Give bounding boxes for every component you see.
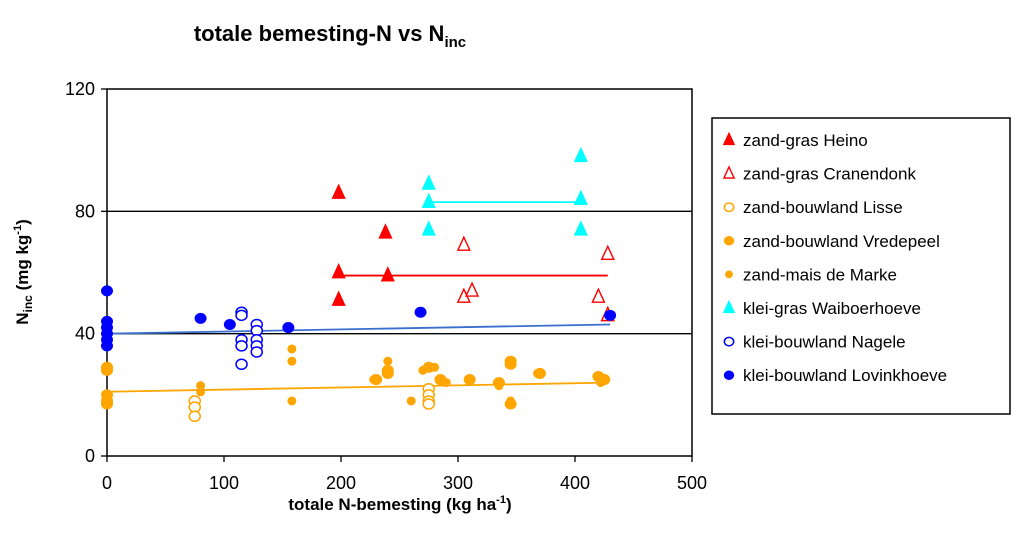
zand-bouwland-vredepeel-trendline [106,381,608,393]
legend [711,117,1011,415]
klei-bouwland-lovinkhoeve-point [414,306,427,318]
zand-mais-de-marke-point [506,396,516,406]
klei-bouwland-lovinkhoeve-point [194,312,207,324]
zand-mais-de-marke-legend-marker [725,270,733,279]
zand-mais-de-marke-point [596,378,606,388]
zand-gras-heino-point [331,290,346,306]
klei-bouwland-nagele-point [235,340,248,352]
zand-gras-cranendonk-point [600,244,615,261]
zand-gras-cranendonk-legend-marker [722,165,736,179]
klei-bouwland-nagele-point [235,309,248,322]
klei-bouwland-lovinkhoeve-point [101,285,113,297]
zand-bouwland-vredepeel-legend-marker [723,236,735,246]
zand-bouwland-lisse-point [422,398,435,410]
klei-bouwland-lovinkhoeve-point [101,340,113,352]
klei-gras-waiboerhoeve-point [573,220,588,236]
zand-mais-de-marke-point [196,387,206,397]
legend-label: zand-gras Cranendonk [743,165,916,184]
zand-mais-de-marke-point [287,356,297,366]
zand-bouwland-vredepeel-point [463,374,476,386]
zand-mais-de-marke-point [287,396,297,406]
x-tick-label: 100 [209,473,239,493]
zand-gras-heino-point [331,183,346,199]
zand-bouwland-vredepeel-point [101,364,113,376]
legend-entries: zand-gras Heino zand-gras Cranendonk zand-… [722,131,947,385]
x-tick-label: 400 [560,473,590,493]
gridlines [107,210,692,335]
legend-label: zand-mais de Marke [743,265,897,284]
legend-label: klei-bouwland Lovinkhoeve [743,366,947,385]
klei-gras-waiboerhoeve-legend-marker [722,299,736,314]
zand-gras-heino-legend-marker [722,131,736,146]
zand-mais-de-marke-point [494,381,504,391]
klei-bouwland-nagele-legend-marker [723,336,735,347]
klei-bouwland-lovinkhoeve-point [282,322,295,334]
y-tick-label: 0 [85,446,95,466]
zand-mais-de-marke-point [102,390,112,400]
legend-label: klei-bouwland Nagele [743,333,906,352]
klei-bouwland-nagele-point [235,358,248,370]
zand-bouwland-vredepeel-point [381,367,394,379]
x-tick-label: 200 [326,473,356,493]
klei-gras-waiboerhoeve-point [573,189,588,206]
zand-mais-de-marke-point [369,375,379,385]
zand-mais-de-marke-point [406,396,416,406]
plot-area [106,88,693,457]
zand-bouwland-lisse-point [188,410,201,422]
klei-gras-waiboerhoeve-point [421,192,436,209]
zand-mais-de-marke-point [418,365,428,375]
y-tick-label: 80 [75,201,95,221]
zand-gras-cranendonk-point [591,287,606,303]
klei-bouwland-nagele-point [250,346,264,358]
legend-label: zand-bouwland Vredepeel [743,232,940,251]
x-tick-label: 300 [443,473,473,493]
legend-label: zand-gras Heino [743,131,868,150]
klei-bouwland-lovinkhoeve-point [604,309,617,321]
data-points [101,146,617,422]
zand-mais-de-marke-point [533,368,543,378]
y-axis-ticks: 0 40 80 120 [65,79,107,466]
x-tick-label: 500 [677,473,707,493]
zand-bouwland-lisse-legend-marker [723,202,735,213]
zand-mais-de-marke-point [430,362,440,372]
klei-bouwland-lovinkhoeve-legend-marker [723,370,735,380]
klei-bouwland-lovinkhoeve-trendline [106,323,611,335]
legend-label: klei-gras Waiboerhoeve [743,299,921,318]
zand-bouwland-vredepeel-point [504,358,517,370]
klei-gras-waiboerhoeve-point [421,220,436,236]
zand-mais-de-marke-point [441,378,451,388]
zand-gras-cranendonk-point [456,235,471,251]
zand-gras-heino-point [378,223,393,239]
zand-gras-heino-point [380,266,395,282]
x-axis-ticks: 0 100 200 300 400 500 [102,456,707,493]
klei-gras-waiboerhoeve-point [573,146,588,163]
legend-label: zand-bouwland Lisse [743,198,903,217]
x-tick-label: 0 [102,473,112,493]
zand-gras-heino-point [331,263,346,279]
zand-gras-cranendonk-point [464,281,480,297]
x-axis-label: totale N-bemesting (kg ha-1) [288,494,511,514]
klei-bouwland-lovinkhoeve-point [223,318,236,330]
klei-gras-waiboerhoeve-point [421,174,436,190]
y-axis-label: Ninc (mg kg-1) [12,219,35,325]
y-tick-label: 40 [75,324,95,344]
zand-mais-de-marke-point [102,399,112,409]
chart-title: totale bemesting-N vs Ninc [194,21,466,51]
y-tick-label: 120 [65,79,95,99]
zand-mais-de-marke-point [287,344,297,354]
zand-mais-de-marke-point [383,356,393,366]
